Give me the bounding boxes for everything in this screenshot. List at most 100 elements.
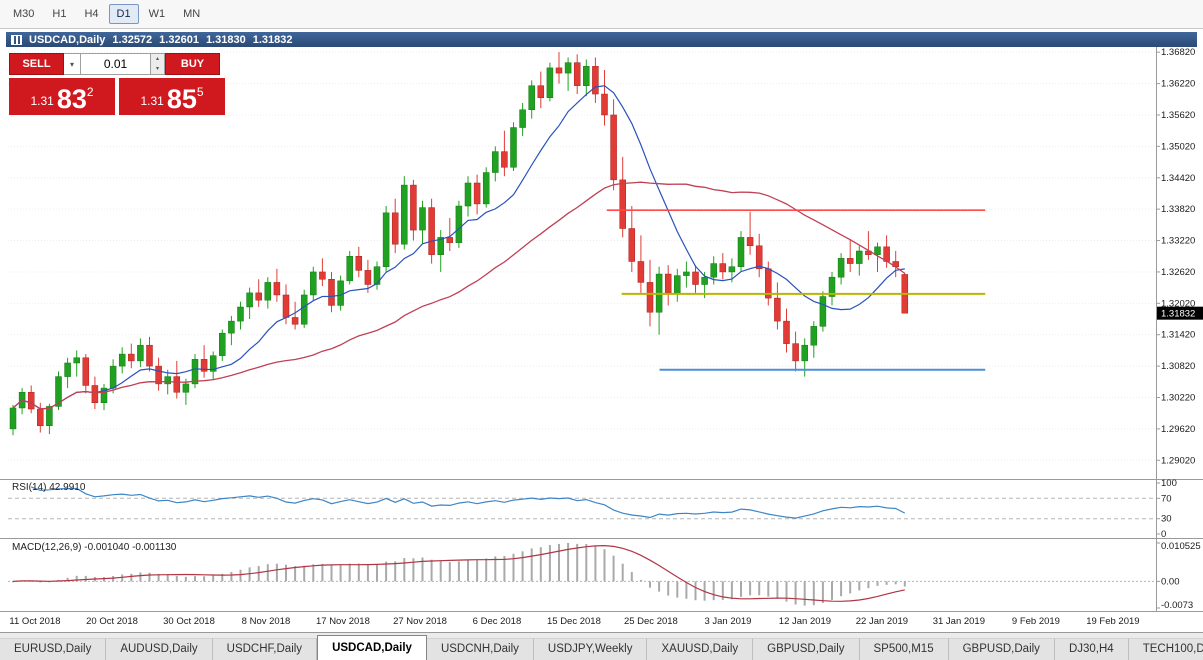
macd-histogram-bar (585, 543, 588, 582)
bull-candle (828, 276, 836, 297)
bear-candle (364, 270, 372, 285)
bull-candle (209, 355, 217, 372)
bull-candle (164, 376, 171, 385)
macd-histogram-bar (130, 573, 133, 582)
buy-button[interactable]: BUY (165, 53, 220, 75)
macd-histogram-bar (567, 542, 570, 582)
ma-slow-line (12, 181, 906, 410)
macd-histogram-bar (831, 581, 833, 600)
volume-input[interactable]: 0.01 (81, 53, 151, 75)
bear-candle (291, 317, 299, 325)
chart-tab-9-gbpusd-daily[interactable]: GBPUSD,Daily (948, 638, 1055, 660)
macd-histogram-bar (758, 581, 761, 596)
sell-price-sup: 2 (86, 85, 94, 99)
macd-histogram-bar (394, 561, 397, 582)
bull-candle (856, 250, 863, 264)
bull-candle (373, 266, 381, 285)
macd-histogram-bar (448, 562, 451, 582)
bull-candle (346, 255, 353, 282)
chart-tab-7-gbpusd-daily[interactable]: GBPUSD,Daily (753, 638, 860, 660)
macd-histogram-bar (785, 581, 788, 602)
bear-candle (664, 273, 672, 294)
timeframe-button-w1[interactable]: W1 (148, 8, 166, 20)
macd-histogram-bar (840, 581, 843, 597)
macd-histogram-bar (639, 579, 642, 582)
date-label: 20 Oct 2018 (86, 616, 138, 627)
date-label: 22 Jan 2019 (856, 616, 908, 627)
macd-histogram-bar (794, 581, 797, 605)
bull-candle (810, 326, 818, 346)
macd-histogram-bar (667, 581, 670, 596)
timeframe-button-mn[interactable]: MN (183, 8, 201, 20)
bull-candle (801, 344, 808, 362)
bear-candle (282, 294, 290, 318)
timeframe-button-h4[interactable]: H4 (84, 8, 99, 20)
bull-candle (519, 109, 526, 128)
chart-tab-3-usdcad-daily[interactable]: USDCAD,Daily (317, 635, 427, 660)
macd-histogram-bar (321, 563, 324, 582)
macd-histogram-bar (558, 543, 560, 582)
candlestick-series (9, 52, 909, 436)
macd-histogram-bar (430, 559, 433, 582)
macd-histogram-bar (175, 576, 178, 582)
spinner-up-icon[interactable]: ▴ (155, 56, 159, 62)
macd-histogram-bar (649, 581, 651, 588)
volume-spinner[interactable]: ▴ ▾ (151, 53, 165, 75)
macd-histogram-bar (712, 581, 715, 601)
bear-candle (319, 271, 326, 280)
chart-tab-0-eurusd-daily[interactable]: EURUSD,Daily (0, 638, 107, 660)
chart-tab-11-tech100-daily[interactable]: TECH100,Daily (1128, 638, 1203, 660)
timeframe-button-h1[interactable]: H1 (52, 8, 67, 20)
bear-candle (328, 279, 335, 306)
price-axis[interactable]: 1.36820 1.36220 1.35620 1.35020 1.34420 1.338… (1156, 46, 1203, 611)
macd-histogram-bar (721, 581, 724, 600)
volume-dropdown-button[interactable]: ▾ (64, 53, 81, 75)
price-tick-label: 1.30220 (1161, 393, 1195, 404)
bull-candle (182, 383, 190, 393)
sell-price-button[interactable]: 1.31 83 2 (9, 78, 115, 115)
macd-histogram-bar (521, 551, 524, 582)
sell-button[interactable]: SELL (9, 53, 64, 75)
chart-tab-10-dj30-h4[interactable]: DJ30,H4 (1054, 638, 1129, 660)
price-tick-label: 1.30820 (1161, 361, 1195, 372)
macd-histogram-bar (221, 573, 224, 582)
chart-tab-6-xauusd-daily[interactable]: XAUUSD,Daily (647, 638, 754, 660)
bull-candle (455, 205, 463, 243)
price-tick-label: 1.35020 (1161, 141, 1195, 152)
chart-tab-4-usdcnh-daily[interactable]: USDCNH,Daily (426, 638, 534, 660)
macd-histogram-bar (439, 560, 442, 582)
date-label: 12 Jan 2019 (779, 616, 831, 627)
macd-histogram-bar (148, 572, 151, 582)
bull-candle (464, 182, 472, 207)
current-price-label: 1.31832 (1161, 309, 1195, 320)
bear-candle (573, 62, 581, 86)
chart-tab-1-audusd-daily[interactable]: AUDUSD,Daily (106, 638, 213, 660)
bull-candle (100, 387, 108, 403)
bull-candle (137, 344, 144, 362)
ohlc-open: 1.32572 (112, 33, 153, 46)
chart-tab-2-usdchf-daily[interactable]: USDCHF,Daily (212, 638, 318, 660)
macd-histogram-bar (12, 581, 14, 583)
macd-histogram-bar (576, 543, 579, 582)
bull-candle (337, 280, 344, 306)
buy-price-prefix: 1.31 (140, 94, 164, 108)
bear-candle (692, 271, 699, 285)
buy-price-button[interactable]: 1.31 85 5 (119, 78, 225, 115)
chart-tab-8-sp500-m15[interactable]: SP500,M15 (859, 638, 949, 660)
macd-histogram-bar (594, 546, 597, 582)
macd-histogram-bar (285, 564, 287, 582)
timeframe-button-d1[interactable]: D1 (108, 4, 139, 24)
date-label: 19 Feb 2019 (1086, 616, 1139, 627)
macd-histogram-bar (248, 567, 251, 582)
timeframe-button-m30[interactable]: M30 (13, 8, 35, 20)
chart-window-icon (11, 34, 22, 45)
buy-price-big: 85 (166, 84, 197, 114)
moving-averages (12, 85, 906, 410)
spinner-down-icon[interactable]: ▾ (155, 66, 159, 72)
time-axis[interactable]: 11 Oct 2018 20 Oct 2018 30 Oct 2018 8 Nov 2… (9, 616, 1139, 627)
bull-candle (46, 406, 53, 427)
macd-histogram-bar (885, 581, 888, 585)
chart-tab-5-usdjpy-weekly[interactable]: USDJPY,Weekly (533, 638, 648, 660)
bear-candle (128, 353, 135, 362)
